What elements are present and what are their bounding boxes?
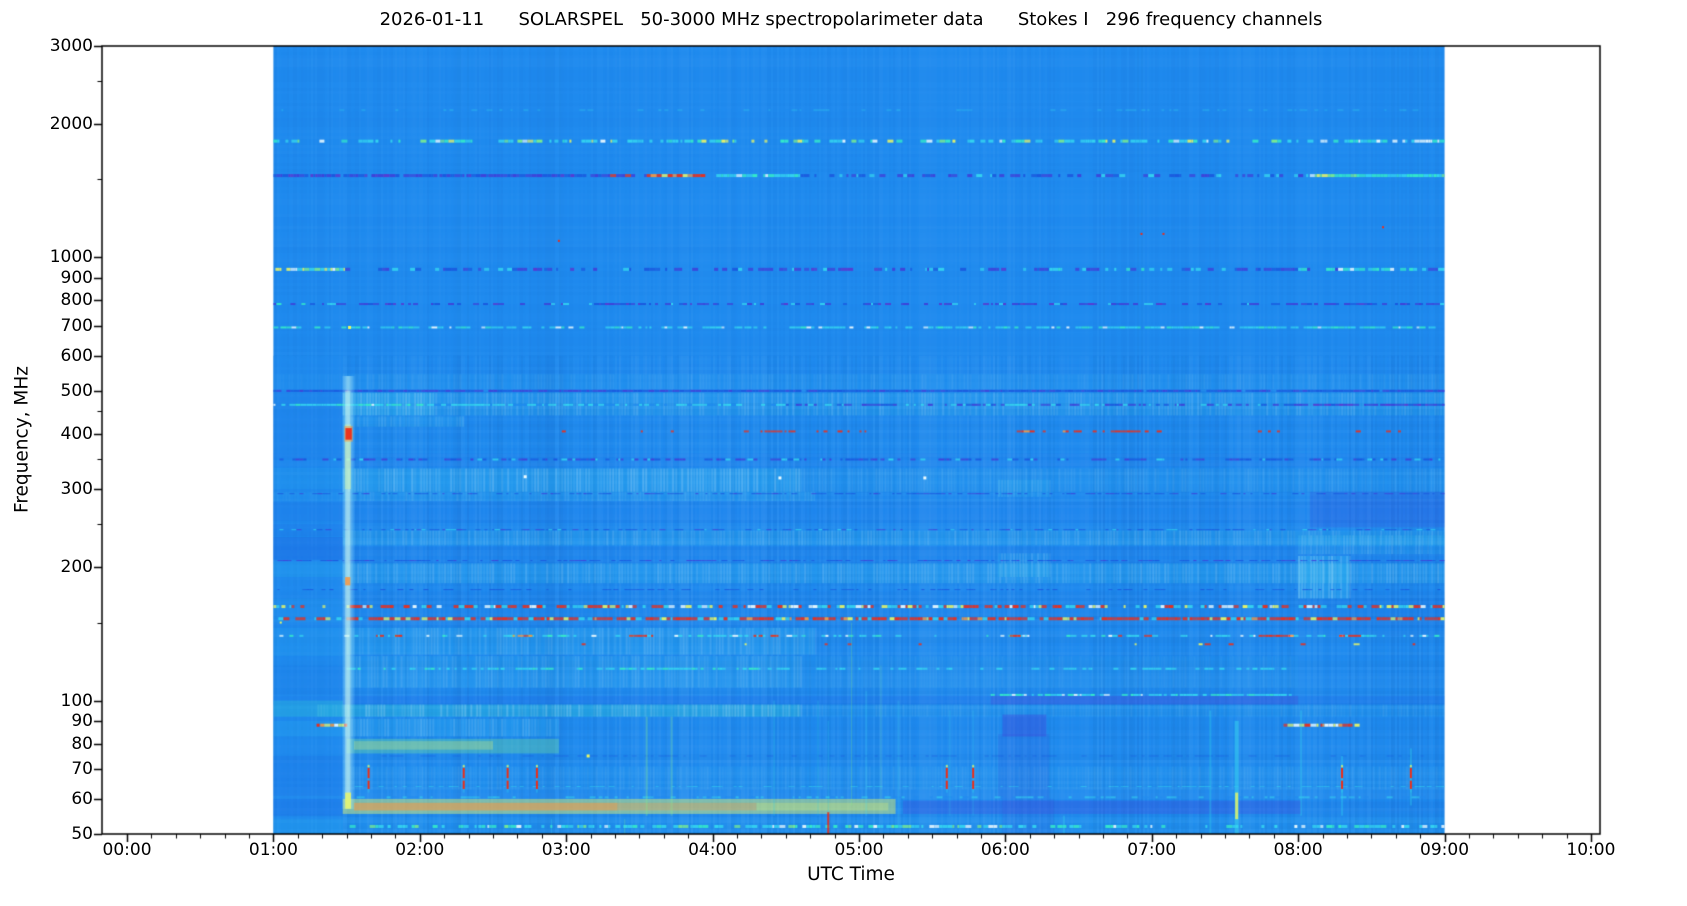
y-tick-label: 1000	[49, 247, 93, 268]
x-tick-label: 06:00	[980, 840, 1030, 860]
y-tick-label: 100	[60, 690, 93, 711]
x-tick-label: 09:00	[1420, 840, 1470, 860]
figure-title: 2026-01-11 SOLARSPEL 50-3000 MHz spectro…	[379, 9, 1323, 30]
y-tick-label: 600	[60, 345, 93, 366]
y-tick-label: 200	[60, 557, 93, 578]
y-tick-label: 900	[60, 267, 93, 288]
x-tick-label: 07:00	[1127, 840, 1177, 860]
y-tick-label: 700	[60, 316, 93, 337]
y-tick-label: 90	[71, 710, 93, 731]
y-tick-label: 400	[60, 423, 93, 444]
y-tick-label: 70	[71, 759, 93, 780]
x-tick-label: 04:00	[688, 840, 738, 860]
y-tick-label: 3000	[49, 36, 93, 56]
x-tick-label: 08:00	[1273, 840, 1323, 860]
x-tick-label: 03:00	[541, 840, 591, 860]
x-tick-label: 05:00	[834, 840, 884, 860]
y-tick-label: 2000	[49, 114, 93, 135]
y-tick-label: 500	[60, 380, 93, 401]
y-tick-label: 300	[60, 479, 93, 500]
x-axis-label: UTC Time	[807, 864, 895, 885]
y-tick-label: 800	[60, 290, 93, 311]
x-tick-label: 01:00	[248, 840, 298, 860]
x-tick-label: 00:00	[102, 840, 152, 860]
x-tick-label: 02:00	[395, 840, 445, 860]
y-tick-label: 50	[71, 824, 93, 844]
x-tick-label: 10:00	[1566, 840, 1616, 860]
y-tick-label: 80	[71, 733, 93, 754]
y-tick-label: 60	[71, 788, 93, 809]
